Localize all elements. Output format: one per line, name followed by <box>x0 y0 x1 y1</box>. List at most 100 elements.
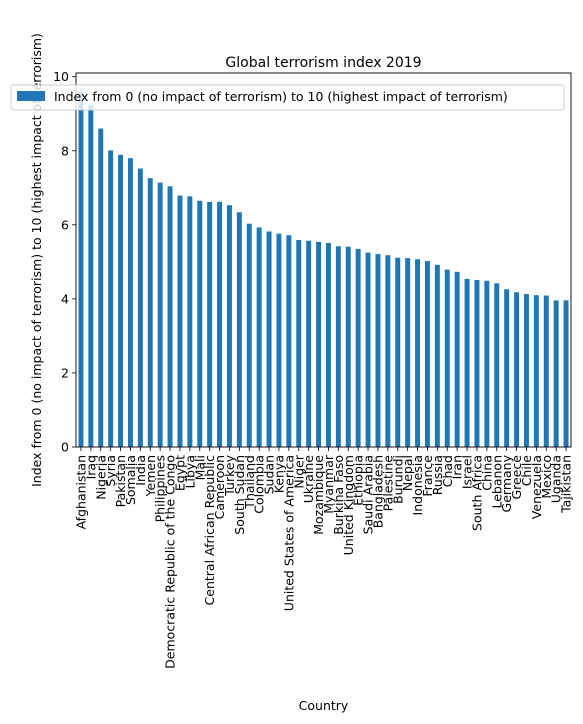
x-tick-label: Iran <box>450 455 465 479</box>
bar <box>256 227 262 447</box>
x-tick-label: Democratic Republic of the Congo <box>163 455 178 669</box>
x-tick-label: Chile <box>519 455 534 487</box>
bar <box>405 258 411 447</box>
bar <box>474 279 480 447</box>
bar <box>494 283 500 447</box>
x-tick-label: Thailand <box>242 455 257 510</box>
x-tick-label: China <box>479 455 494 491</box>
bar <box>246 223 252 447</box>
bar <box>316 241 322 447</box>
y-axis-label: Index from 0 (no impact of terrorism) to… <box>29 33 44 487</box>
bar <box>197 200 203 447</box>
bar <box>553 300 559 447</box>
legend-box <box>10 84 565 111</box>
x-tick-label: Mexico <box>539 455 554 499</box>
x-tick-label: Venezuela <box>529 455 544 519</box>
bar <box>98 128 104 447</box>
x-tick-label: Pakistan <box>113 455 128 507</box>
x-tick-label: Ethiopia <box>351 455 366 506</box>
x-tick-label: France <box>420 455 435 497</box>
bar <box>454 271 460 447</box>
bar <box>187 196 193 447</box>
x-tick-label: Philippines <box>153 455 168 522</box>
x-tick-label: South Sudan <box>232 455 247 535</box>
bar <box>484 280 490 447</box>
x-tick-label: Syria <box>103 455 118 487</box>
x-tick-label: Myanmar <box>321 454 336 514</box>
x-tick-label: Burundi <box>390 455 405 504</box>
bar <box>306 240 312 447</box>
x-tick-label: Uganda <box>549 455 564 503</box>
x-tick-label: Libya <box>182 455 197 488</box>
x-tick-label: Ukraine <box>301 455 316 504</box>
x-tick-label: Afghanistan <box>73 455 88 529</box>
y-axis: 0 2 4 6 8 10 <box>53 69 76 455</box>
bar <box>296 240 302 447</box>
x-tick-label: South Africa <box>469 455 484 531</box>
bar <box>177 195 183 447</box>
x-tick-label: United States of America <box>281 455 296 611</box>
bar <box>207 201 213 447</box>
bar <box>118 154 124 448</box>
bar <box>464 278 470 447</box>
bar <box>217 201 223 447</box>
chart-title: Global terrorism index 2019 <box>225 55 421 71</box>
bar <box>286 235 292 447</box>
bar <box>563 300 569 447</box>
plot-frame <box>75 72 572 448</box>
x-tick-label: Colombia <box>252 455 267 514</box>
x-tick-label: Germany <box>499 454 514 512</box>
x-tick-label: Indonesia <box>410 455 425 515</box>
x-tick-label: Chad <box>440 455 455 487</box>
x-tick-label: India <box>133 455 148 486</box>
x-tick-label: Mozambique <box>311 455 326 535</box>
bar <box>276 233 282 447</box>
legend-swatch <box>17 91 45 101</box>
y-tick-label: 8 <box>61 143 69 158</box>
x-tick-label: Lebanon <box>489 455 504 509</box>
y-tick-label: 6 <box>61 217 69 232</box>
x-tick-label: Central African Republic <box>202 455 217 606</box>
x-tick-label: Egypt <box>172 455 187 491</box>
bar <box>137 168 143 448</box>
bar <box>345 246 351 447</box>
legend: Index from 0 (no impact of terrorism) to… <box>10 84 565 111</box>
x-tick-label: United Kingdom <box>341 455 356 555</box>
bar <box>157 182 163 448</box>
x-tick-label: Bangladesh <box>370 455 385 528</box>
x-tick-label: Iraq <box>83 455 98 479</box>
x-tick-label: Tajikistan <box>559 455 574 514</box>
x-tick-label: Yemen <box>143 455 158 497</box>
bar <box>127 158 133 447</box>
bar <box>395 257 401 447</box>
x-tick-label: Russia <box>430 455 445 495</box>
bar <box>504 289 510 447</box>
x-axis-label: Country <box>299 698 349 713</box>
legend-label: Index from 0 (no impact of terrorism) to… <box>54 89 508 104</box>
bar <box>325 242 331 447</box>
x-tick-label: Somalia <box>123 455 138 505</box>
x-tick-label: Greece <box>509 455 524 500</box>
x-tick-label: Saudi Arabia <box>361 455 376 534</box>
bar <box>385 255 391 447</box>
bar <box>424 261 430 447</box>
y-tick-label: 4 <box>61 291 69 306</box>
bar <box>523 294 529 447</box>
x-tick-label: Nigeria <box>93 455 108 500</box>
bar <box>78 91 84 447</box>
bar <box>147 178 153 447</box>
x-tick-label: Nepal <box>400 455 415 491</box>
bar <box>236 212 242 447</box>
bar <box>88 104 94 447</box>
bar <box>434 264 440 447</box>
bar <box>167 186 173 447</box>
x-tick-label: Turkey <box>222 454 237 496</box>
bar <box>355 248 361 447</box>
bar <box>444 269 450 447</box>
bars-group <box>78 91 569 448</box>
x-tick-label: Mali <box>192 455 207 480</box>
bar <box>375 254 381 447</box>
x-tick-label: Israel <box>460 455 475 489</box>
x-axis: AfghanistanIraqNigeriaSyriaPakistanSomal… <box>73 447 574 669</box>
